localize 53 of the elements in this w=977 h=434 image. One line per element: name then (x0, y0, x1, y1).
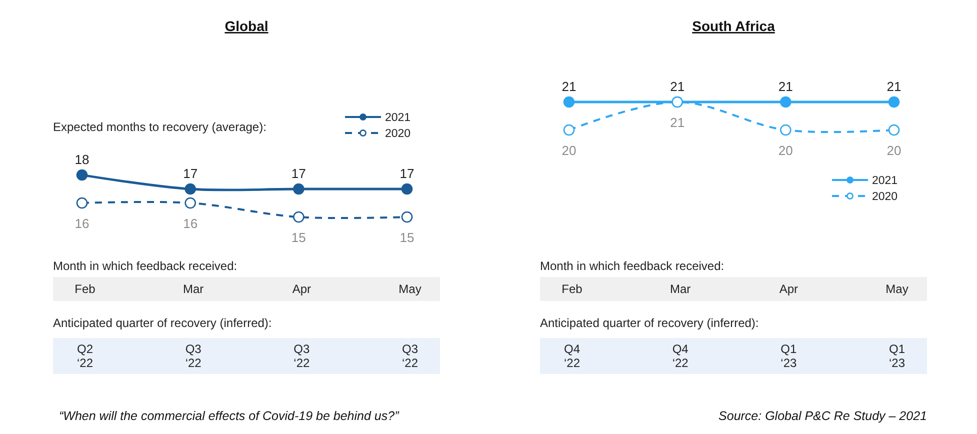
data-label: 20 (778, 143, 793, 158)
data-label: 21 (670, 79, 685, 94)
data-label: 17 (291, 166, 306, 181)
text: Q3 ‘22 (185, 342, 202, 370)
y-axis-title: Expected months to recovery (average): (53, 120, 266, 134)
legend-label: 2021 (872, 175, 898, 187)
x-axis-title: Month in which feedback received: (540, 259, 724, 273)
x-tick-label: Apr (779, 282, 798, 296)
text: Q4 ‘22 (672, 342, 689, 370)
point (76, 169, 88, 181)
point (401, 183, 413, 195)
text: Q1 ‘23 (888, 342, 906, 370)
chart-title: Global (224, 18, 268, 34)
legend-label: 2020 (385, 128, 411, 140)
data-label: 17 (183, 166, 198, 181)
x-tick-label: Feb (74, 282, 96, 296)
data-label: 21 (562, 79, 576, 94)
point (76, 197, 88, 209)
point (401, 211, 413, 223)
text: “When will the commercial effects of Covid-19 be behind us?” (59, 409, 400, 423)
data-label: 15 (400, 230, 414, 245)
data-label: 18 (74, 152, 90, 167)
x-tick-label: Apr (292, 282, 312, 296)
text: Anticipated quarter of recovery (inferred): (53, 316, 272, 330)
legend-label: 2020 (872, 191, 898, 203)
data-label: 21 (670, 115, 685, 130)
chart-title: South Africa (692, 18, 776, 34)
data-label: 21 (886, 79, 902, 94)
text: Q4 ‘22 (564, 342, 580, 370)
point (293, 211, 304, 223)
text: Q3 ‘22 (402, 342, 418, 370)
source-note: Source: Global P&C Re Study – 2021 (718, 409, 927, 423)
x-tick-label: Feb (562, 282, 583, 296)
data-label: 20 (562, 143, 576, 158)
text: Anticipated quarter of recovery (inferred): (540, 316, 759, 330)
point (293, 183, 304, 195)
text: Q1 ‘23 (780, 342, 797, 370)
x-tick-label: May (398, 282, 422, 296)
data-label: 15 (291, 230, 306, 245)
x-tick-label: May (886, 282, 908, 296)
point (184, 197, 196, 209)
data-label: 21 (778, 79, 793, 94)
x-tick-label: Mar (182, 282, 204, 296)
data-label: 20 (886, 143, 902, 158)
data-label: 17 (400, 166, 414, 181)
legend-label: 2021 (385, 112, 411, 124)
text: Q3 ‘22 (294, 342, 310, 370)
x-tick-label: Mar (670, 282, 691, 296)
x-axis-title: Month in which feedback received: (53, 259, 238, 273)
point (184, 183, 196, 195)
data-label: 16 (74, 216, 90, 231)
text: Q2 ‘22 (76, 342, 94, 370)
data-label: 16 (183, 216, 198, 231)
